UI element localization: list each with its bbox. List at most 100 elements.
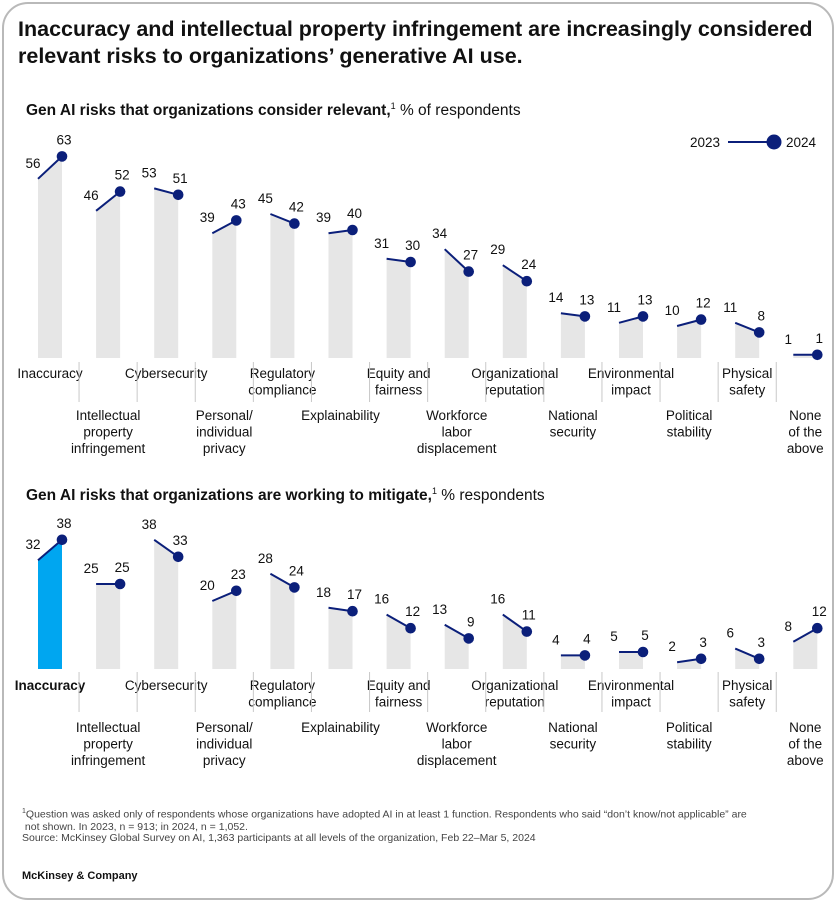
chart1-label-2024-7: 27 bbox=[463, 248, 478, 263]
chart2-point-2024-4 bbox=[289, 582, 300, 593]
chart1-note-mark: 1 bbox=[390, 101, 396, 111]
chart1-point-2024-10 bbox=[637, 311, 649, 322]
chart2-category-10-line-0: Environmental bbox=[588, 678, 674, 693]
chart1-label-2024-8: 24 bbox=[521, 257, 537, 272]
chart2-category-3-line-0: Personal/ bbox=[196, 720, 253, 735]
chart2-label-2024-2: 33 bbox=[173, 533, 188, 548]
chart1-category-0-line-0: Inaccuracy bbox=[17, 366, 83, 381]
chart1-point-2024-2 bbox=[172, 189, 184, 201]
chart1-bar-0 bbox=[38, 156, 62, 358]
chart2-point-2024-7 bbox=[463, 633, 475, 644]
chart1-category-3-line-1: individual bbox=[196, 425, 252, 440]
legend-2024-marker bbox=[766, 134, 782, 150]
chart1-label-2023-7: 34 bbox=[432, 226, 448, 241]
chart2-label-2024-11: 3 bbox=[699, 635, 707, 650]
chart2-label-2023-11: 2 bbox=[668, 639, 676, 654]
chart2-label-2023-0: 32 bbox=[25, 537, 40, 552]
chart1-title: Gen AI risks that organizations consider… bbox=[26, 102, 391, 120]
chart1-category-1-line-0: Intellectual bbox=[76, 408, 141, 423]
chart2-label-2024-12: 3 bbox=[757, 635, 765, 650]
chart2-category-9-line-1: security bbox=[550, 737, 597, 752]
chart2-bar-9 bbox=[560, 655, 585, 669]
chart2-label-2023-13: 8 bbox=[785, 619, 793, 634]
chart2-point-2024-3 bbox=[231, 585, 242, 597]
chart2-label-2023-5: 18 bbox=[316, 585, 331, 600]
chart2-bar-5 bbox=[328, 607, 353, 669]
chart1-category-13-line-1: of the bbox=[788, 425, 822, 440]
footnote-mark: 1 bbox=[22, 808, 26, 815]
chart1-label-2024-11: 12 bbox=[696, 296, 711, 311]
chart2-bar-12 bbox=[735, 648, 760, 669]
chart1-label-2024-4: 42 bbox=[289, 200, 304, 215]
chart1-label-2023-4: 45 bbox=[258, 191, 273, 206]
chart2-category-10-line-1: impact bbox=[611, 695, 651, 710]
chart1-point-2024-13 bbox=[812, 349, 823, 361]
chart1-category-13-line-2: above bbox=[787, 441, 824, 456]
chart2-bar-10 bbox=[619, 652, 643, 669]
chart1-bar-4 bbox=[270, 214, 295, 358]
chart1-label-2023-3: 39 bbox=[200, 210, 215, 225]
chart1-label-2023-13: 1 bbox=[785, 332, 793, 347]
chart2-point-2024-9 bbox=[579, 650, 591, 661]
chart1-unit: % of respondents bbox=[399, 102, 521, 120]
chart2-category-8-line-1: reputation bbox=[485, 695, 545, 710]
chart1-bar-5 bbox=[328, 230, 353, 358]
chart1-line-7 bbox=[444, 248, 470, 273]
chart1-category-1-line-1: property bbox=[83, 425, 133, 440]
chart2-category-7-line-2: displacement bbox=[417, 753, 497, 768]
source-note: Source: McKinsey Global Survey on AI, 1,… bbox=[22, 832, 536, 844]
chart1-point-2024-12 bbox=[753, 327, 765, 338]
chart2-category-7-line-1: labor bbox=[442, 737, 473, 752]
chart2-label-2023-3: 20 bbox=[200, 578, 215, 593]
chart2-category-6-line-0: Equity and bbox=[367, 678, 431, 693]
page-title: Inaccuracy and intellectual property inf… bbox=[18, 17, 813, 68]
chart1-label-2023-1: 46 bbox=[84, 188, 99, 203]
chart1-bar-1 bbox=[96, 191, 121, 358]
chart2-label-2023-2: 38 bbox=[142, 517, 157, 532]
chart1-label-2024-0: 63 bbox=[56, 132, 71, 147]
chart1-bar-2 bbox=[154, 188, 179, 358]
chart1-point-2024-4 bbox=[289, 218, 300, 229]
chart1-label-2023-10: 11 bbox=[607, 300, 621, 315]
chart1-category-5-line-0: Explainability bbox=[301, 408, 380, 423]
chart2-point-2024-10 bbox=[637, 646, 649, 658]
chart2-point-2024-2 bbox=[172, 551, 184, 563]
chart2-label-2024-0: 38 bbox=[56, 516, 71, 531]
chart1-category-3-line-2: privacy bbox=[203, 441, 246, 456]
chart1-category-8-line-0: Organizational bbox=[471, 366, 558, 381]
chart2-category-11-line-0: Political bbox=[666, 720, 713, 735]
chart1-category-12-line-0: Physical bbox=[722, 366, 772, 381]
chart1-line-0 bbox=[37, 155, 63, 180]
chart2-bar-11 bbox=[677, 658, 702, 669]
chart2-category-3-line-2: privacy bbox=[203, 753, 246, 768]
chart2-label-2023-7: 13 bbox=[432, 602, 447, 617]
chart1-category-7-line-0: Workforce bbox=[426, 408, 487, 423]
footnote-line-2: not shown. In 2023, n = 913; in 2024, n … bbox=[24, 821, 248, 833]
chart1-label-2023-5: 39 bbox=[316, 210, 331, 225]
chart2-bar-0 bbox=[38, 539, 62, 669]
chart2-category-11-line-1: stability bbox=[667, 737, 712, 752]
chart1-category-4-line-0: Regulatory bbox=[250, 366, 316, 381]
chart1-bar-7 bbox=[444, 249, 469, 358]
chart1-bar-10 bbox=[619, 316, 643, 358]
chart1-label-2024-2: 51 bbox=[173, 171, 188, 186]
chart2-category-3-line-1: individual bbox=[196, 737, 252, 752]
chart2-category-4-line-1: compliance bbox=[248, 695, 316, 710]
chart2-category-1-line-2: infringement bbox=[71, 753, 146, 768]
chart1-category-10-line-1: impact bbox=[611, 383, 651, 398]
chart1-label-2023-9: 14 bbox=[548, 290, 564, 305]
chart2-point-2024-11 bbox=[695, 653, 707, 665]
chart2-title: Gen AI risks that organizations are work… bbox=[26, 487, 432, 505]
chart2-category-1-line-0: Intellectual bbox=[76, 720, 141, 735]
chart2-category-6-line-1: fairness bbox=[375, 695, 423, 710]
chart1-category-11-line-0: Political bbox=[666, 408, 713, 423]
chart2-bar-6 bbox=[386, 614, 411, 669]
chart2-category-5-line-0: Explainability bbox=[301, 720, 380, 735]
chart1-label-2023-8: 29 bbox=[490, 242, 505, 257]
chart1-bar-6 bbox=[386, 258, 411, 358]
chart1-category-8-line-1: reputation bbox=[485, 383, 545, 398]
chart1-label-2024-6: 30 bbox=[405, 238, 420, 253]
chart2-label-2024-1: 25 bbox=[115, 560, 130, 575]
chart1-category-1-line-2: infringement bbox=[71, 441, 146, 456]
